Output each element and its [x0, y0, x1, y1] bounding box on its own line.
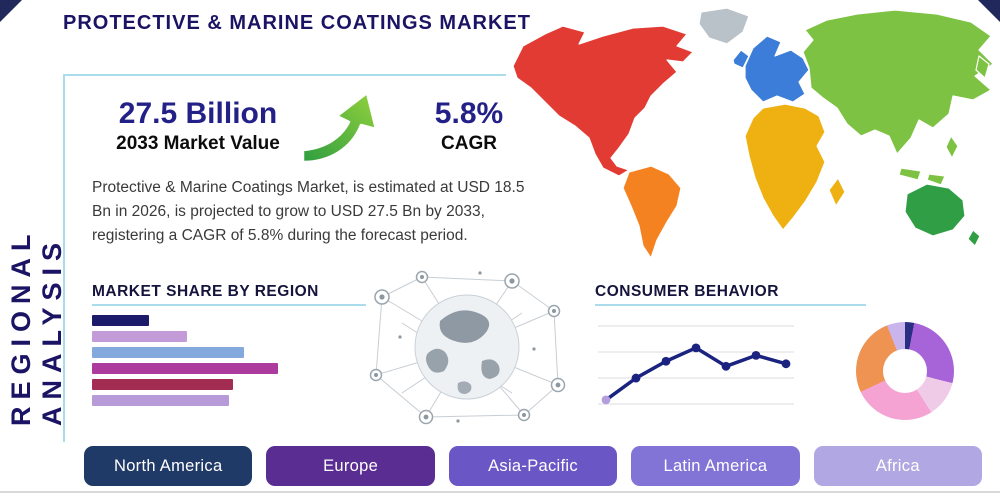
- market-value-stat: 27.5 Billion 2033 Market Value: [86, 97, 310, 155]
- map-north-america: [512, 25, 694, 177]
- market-share-bar-chart: [92, 315, 292, 411]
- corner-accent-top-right: [978, 0, 1000, 22]
- page-title: PROTECTIVE & MARINE COATINGS MARKET: [63, 12, 531, 34]
- line-marker-2: [631, 373, 641, 383]
- market-share-heading: MARKET SHARE BY REGION: [92, 283, 319, 300]
- line-marker-4: [691, 343, 701, 353]
- bar-1: [92, 315, 149, 326]
- map-south-america: [622, 165, 682, 259]
- bar-3: [92, 347, 244, 358]
- map-greenland: [698, 7, 750, 45]
- map-new-zealand: [967, 229, 981, 247]
- cagr-number: 5.8%: [434, 97, 504, 130]
- market-value-number: 27.5 Billion: [118, 97, 278, 130]
- bar-6: [92, 395, 229, 406]
- panel-border-left: [63, 74, 65, 442]
- panel-border-top: [63, 74, 506, 76]
- regional-analysis-label: REGIONAL ANALYSIS: [6, 227, 67, 426]
- market-share-underline: [92, 304, 366, 306]
- map-madagascar: [828, 177, 846, 207]
- line-marker-3: [661, 356, 671, 366]
- map-philippines: [945, 135, 959, 159]
- line-marker-7: [781, 359, 791, 369]
- region-button-africa[interactable]: Africa: [813, 446, 983, 486]
- map-indonesia-west: [898, 167, 922, 181]
- market-description: Protective & Marine Coatings Market, is …: [92, 179, 525, 245]
- globe-network-illustration: [369, 270, 566, 425]
- map-japan: [975, 55, 990, 79]
- bar-5: [92, 379, 233, 390]
- map-australia: [904, 183, 966, 237]
- growth-arrow-icon: [301, 91, 378, 164]
- bottom-divider: [0, 491, 1000, 493]
- region-button-europe[interactable]: Europe: [266, 446, 435, 486]
- world-map: [512, 7, 994, 259]
- bar-2: [92, 331, 187, 342]
- market-value-label: 2033 Market Value: [116, 133, 280, 154]
- donut-hole: [883, 349, 927, 393]
- map-asia: [802, 9, 994, 155]
- line-marker-1: [601, 395, 611, 405]
- map-uk: [732, 49, 750, 69]
- map-europe: [744, 35, 810, 103]
- line-marker-5: [721, 361, 731, 371]
- region-button-north-america[interactable]: North America: [84, 446, 253, 486]
- cagr-label: CAGR: [441, 133, 497, 154]
- map-indonesia-east: [926, 173, 946, 186]
- consumer-behavior-underline: [595, 304, 866, 306]
- map-africa: [744, 103, 826, 231]
- corner-accent-top-left: [0, 0, 22, 22]
- region-buttons: North America Europe Asia-Pacific Latin …: [84, 446, 983, 486]
- regional-share-donut-chart: [856, 322, 954, 420]
- region-button-asia-pacific[interactable]: Asia-Pacific: [448, 446, 618, 486]
- line-marker-6: [751, 351, 761, 360]
- consumer-behavior-line-chart: [598, 325, 794, 405]
- bar-4: [92, 363, 279, 374]
- cagr-stat: 5.8% CAGR: [410, 97, 528, 155]
- consumer-behavior-heading: CONSUMER BEHAVIOR: [595, 283, 779, 300]
- region-button-latin-america[interactable]: Latin America: [631, 446, 800, 486]
